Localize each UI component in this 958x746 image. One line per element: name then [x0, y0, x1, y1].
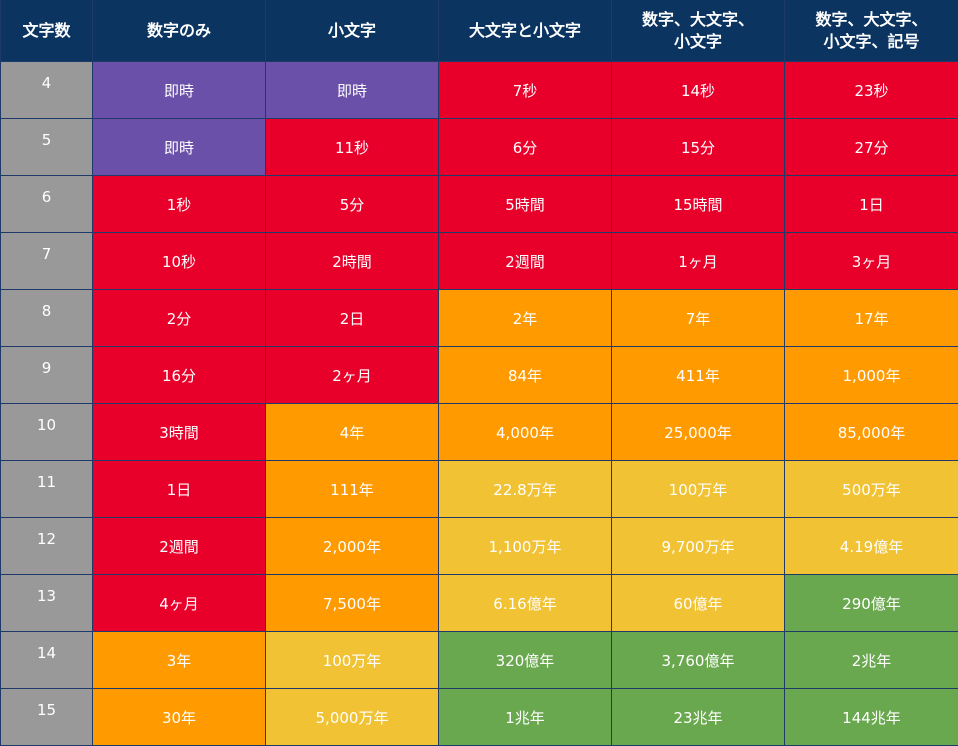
time-cell-numbers-upper-lower: 3,760億年 [612, 632, 785, 689]
header-numbers-upper-lower-symbols: 数字、大文字、 小文字、記号 [785, 0, 958, 62]
time-cell-numbers-upper-lower: 15時間 [612, 176, 785, 233]
time-cell-numbers-upper-lower: 100万年 [612, 461, 785, 518]
time-cell-numbers-only: 2分 [93, 290, 266, 347]
time-cell-upper-lower: 7秒 [439, 62, 612, 119]
time-cell-lowercase: 2ヶ月 [266, 347, 439, 404]
time-cell-lowercase: 7,500年 [266, 575, 439, 632]
length-cell: 4 [1, 62, 93, 119]
time-cell-numbers-only: 4ヶ月 [93, 575, 266, 632]
time-cell-upper-lower: 6.16億年 [439, 575, 612, 632]
time-cell-numbers-upper-lower-symbols: 85,000年 [785, 404, 958, 461]
header-upper-lower: 大文字と小文字 [439, 0, 612, 62]
time-cell-numbers-upper-lower-symbols: 2兆年 [785, 632, 958, 689]
length-cell: 8 [1, 290, 93, 347]
length-cell: 15 [1, 689, 93, 746]
length-cell: 11 [1, 461, 93, 518]
length-cell: 14 [1, 632, 93, 689]
time-cell-numbers-only: 即時 [93, 62, 266, 119]
time-cell-numbers-upper-lower-symbols: 3ヶ月 [785, 233, 958, 290]
time-cell-numbers-upper-lower: 60億年 [612, 575, 785, 632]
time-cell-numbers-only: 16分 [93, 347, 266, 404]
time-cell-numbers-only: 3年 [93, 632, 266, 689]
time-cell-numbers-only: 10秒 [93, 233, 266, 290]
length-cell: 6 [1, 176, 93, 233]
header-length: 文字数 [1, 0, 93, 62]
time-cell-lowercase: 2時間 [266, 233, 439, 290]
time-cell-numbers-upper-lower-symbols: 17年 [785, 290, 958, 347]
time-cell-lowercase: 5分 [266, 176, 439, 233]
time-cell-lowercase: 即時 [266, 62, 439, 119]
time-cell-lowercase: 5,000万年 [266, 689, 439, 746]
time-cell-lowercase: 111年 [266, 461, 439, 518]
time-cell-lowercase: 2日 [266, 290, 439, 347]
time-cell-upper-lower: 22.8万年 [439, 461, 612, 518]
header-numbers-only: 数字のみ [93, 0, 266, 62]
time-cell-numbers-upper-lower: 411年 [612, 347, 785, 404]
time-cell-upper-lower: 5時間 [439, 176, 612, 233]
time-cell-lowercase: 11秒 [266, 119, 439, 176]
time-cell-numbers-upper-lower-symbols: 290億年 [785, 575, 958, 632]
time-cell-upper-lower: 4,000年 [439, 404, 612, 461]
length-cell: 10 [1, 404, 93, 461]
time-cell-numbers-upper-lower: 25,000年 [612, 404, 785, 461]
time-cell-numbers-upper-lower-symbols: 500万年 [785, 461, 958, 518]
time-cell-numbers-upper-lower: 15分 [612, 119, 785, 176]
header-numbers-upper-lower: 数字、大文字、 小文字 [612, 0, 785, 62]
time-cell-lowercase: 4年 [266, 404, 439, 461]
time-cell-upper-lower: 320億年 [439, 632, 612, 689]
time-cell-upper-lower: 2年 [439, 290, 612, 347]
time-cell-upper-lower: 6分 [439, 119, 612, 176]
time-cell-lowercase: 2,000年 [266, 518, 439, 575]
length-cell: 5 [1, 119, 93, 176]
time-cell-numbers-upper-lower: 7年 [612, 290, 785, 347]
time-cell-numbers-upper-lower: 14秒 [612, 62, 785, 119]
time-cell-numbers-only: 3時間 [93, 404, 266, 461]
time-cell-numbers-upper-lower: 23兆年 [612, 689, 785, 746]
time-cell-numbers-upper-lower-symbols: 4.19億年 [785, 518, 958, 575]
time-cell-numbers-upper-lower-symbols: 144兆年 [785, 689, 958, 746]
time-cell-numbers-upper-lower: 9,700万年 [612, 518, 785, 575]
time-cell-numbers-upper-lower-symbols: 1,000年 [785, 347, 958, 404]
time-cell-lowercase: 100万年 [266, 632, 439, 689]
header-lowercase: 小文字 [266, 0, 439, 62]
time-cell-numbers-only: 30年 [93, 689, 266, 746]
time-cell-numbers-upper-lower-symbols: 1日 [785, 176, 958, 233]
time-cell-upper-lower: 1,100万年 [439, 518, 612, 575]
time-cell-numbers-only: 1日 [93, 461, 266, 518]
time-cell-numbers-only: 1秒 [93, 176, 266, 233]
length-cell: 9 [1, 347, 93, 404]
time-cell-numbers-only: 2週間 [93, 518, 266, 575]
time-cell-upper-lower: 84年 [439, 347, 612, 404]
header-row: 文字数 数字のみ 小文字 大文字と小文字 数字、大文字、 小文字 数字、大文字、… [1, 0, 958, 62]
time-cell-upper-lower: 1兆年 [439, 689, 612, 746]
time-cell-numbers-upper-lower: 1ヶ月 [612, 233, 785, 290]
length-cell: 12 [1, 518, 93, 575]
length-cell: 13 [1, 575, 93, 632]
time-cell-numbers-only: 即時 [93, 119, 266, 176]
time-cell-numbers-upper-lower-symbols: 27分 [785, 119, 958, 176]
length-cell: 7 [1, 233, 93, 290]
time-cell-numbers-upper-lower-symbols: 23秒 [785, 62, 958, 119]
table-header: 文字数 数字のみ 小文字 大文字と小文字 数字、大文字、 小文字 数字、大文字、… [1, 0, 958, 62]
time-cell-upper-lower: 2週間 [439, 233, 612, 290]
